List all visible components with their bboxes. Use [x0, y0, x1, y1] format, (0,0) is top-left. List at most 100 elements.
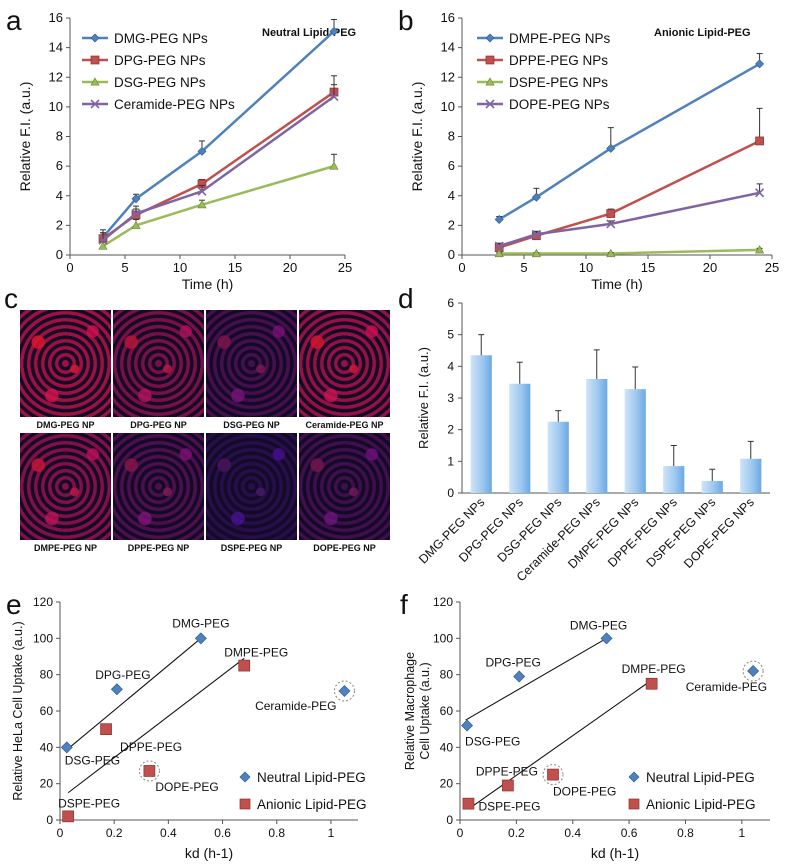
- legend-label: Anionic Lipid-PEG: [257, 797, 367, 812]
- legend-label: Neutral Lipid-PEG: [646, 770, 755, 785]
- y-tick-label: 8: [448, 129, 455, 144]
- y-tick-label: 0: [446, 813, 453, 827]
- y-tick-label: 80: [40, 668, 54, 682]
- bar-DSG-PEG NPs: [547, 421, 569, 493]
- data-point-DSG-PEG NPs: [197, 199, 207, 209]
- legend-marker: [90, 77, 100, 86]
- x-tick-label: 25: [765, 260, 779, 275]
- y-axis-title: Relative HeLa Cell Uptake (a.u.): [11, 621, 25, 800]
- legend-label: DMPE-PEG NPs: [509, 31, 611, 46]
- data-point-DMPE-PEG NPs: [755, 59, 765, 69]
- panel-b: 0 2 4 6 8 10 12 14 16 0 5 10 15 20 25 Time (h) Relative …: [409, 10, 779, 292]
- y-tick-label: 6: [447, 296, 454, 310]
- data-point-Ceramide-PEG NPs: [329, 91, 339, 102]
- data-point-DSPE-PEG NPs: [606, 248, 616, 258]
- legend-label: Neutral Lipid-PEG: [257, 770, 366, 785]
- legend-label: DPPE-PEG NPs: [509, 53, 608, 68]
- point-label: DPPE-PEG: [476, 764, 538, 778]
- y-tick-label: 100: [433, 631, 453, 645]
- series-line-DMG-PEG NPs: [102, 30, 335, 239]
- data-point-Ceramide-PEG NPs: [131, 208, 141, 219]
- y-tick-label: 2: [447, 423, 454, 437]
- micrograph-caption: DPPE-PEG NP: [127, 543, 190, 553]
- legend-label: DMG-PEG NPs: [114, 31, 208, 46]
- x-tick-label: 0.8: [268, 826, 285, 840]
- y-tick-label: 120: [433, 595, 453, 609]
- y-tick-label: 20: [40, 777, 54, 791]
- highlight-circle: [742, 660, 764, 682]
- point-label: DPG-PEG: [95, 668, 150, 682]
- y-axis-title-line: Relative Macrophage: [403, 652, 417, 770]
- micrograph-DPPE-PEG NP: [113, 433, 204, 540]
- data-point-DPPE-PEG: [502, 779, 514, 792]
- micrograph-DPG-PEG NP: [113, 310, 204, 417]
- y-tick-label: 3: [447, 391, 454, 405]
- x-axis-title: Time (h): [591, 276, 643, 292]
- data-point-DPG-PEG: [513, 670, 526, 683]
- y-tick-label: 16: [49, 10, 63, 25]
- x-tick-label: 25: [338, 260, 352, 275]
- data-point-DPPE-PEG: [100, 723, 112, 736]
- y-tick-label: 6: [56, 158, 63, 173]
- x-tick-label: 0: [457, 826, 464, 840]
- data-point-DSPE-PEG NPs: [494, 248, 504, 258]
- x-tick-label: 20: [703, 260, 717, 275]
- point-label: DOPE-PEG: [155, 780, 218, 794]
- y-tick-label: 12: [441, 69, 455, 84]
- series-line-DSG-PEG NPs: [102, 164, 335, 248]
- legend-marker: [485, 99, 495, 109]
- legend-marker: [239, 798, 251, 810]
- x-tick-label: 0: [66, 260, 73, 275]
- legend-marker: [485, 77, 495, 86]
- micrograph-DSG-PEG NP: [206, 310, 297, 417]
- micrograph-caption: DPG-PEG NP: [130, 420, 187, 430]
- y-tick-label: 0: [448, 247, 455, 262]
- data-point-Ceramide-PEG: [747, 665, 760, 678]
- x-axis-title: Time (h): [182, 276, 234, 292]
- y-tick-label: 14: [441, 40, 455, 55]
- point-label: DPG-PEG: [486, 655, 541, 669]
- bar-Ceramide-PEG NPs: [586, 379, 608, 493]
- micrograph-caption: DOPE-PEG NP: [313, 543, 376, 553]
- data-point-DMPE-PEG NPs: [494, 214, 504, 224]
- category-label: DOPE-PEG NPs: [681, 495, 757, 571]
- data-point-DMPE-PEG: [238, 659, 251, 672]
- y-tick-label: 8: [56, 129, 63, 144]
- micrograph-caption: Ceramide-PEG NP: [305, 420, 384, 430]
- bar-DPG-PEG NPs: [509, 383, 531, 493]
- data-point-DMPE-PEG: [645, 677, 658, 690]
- bar-DOPE-PEG NPs: [740, 458, 762, 493]
- y-axis-title: Relative F.I. (a.u.): [409, 82, 425, 192]
- data-point-DOPE-PEG NPs: [531, 229, 541, 239]
- x-tick-label: 0.2: [508, 826, 525, 840]
- micrograph-caption: DMG-PEG NP: [36, 420, 95, 430]
- x-tick-label: 0.4: [160, 826, 177, 840]
- series-line-DSPE-PEG NPs: [499, 248, 760, 255]
- y-tick-label: 40: [440, 740, 454, 754]
- panel-letters: a b c d e f: [4, 5, 414, 620]
- x-tick-label: 0.4: [564, 826, 581, 840]
- data-point-Ceramide-PEG NPs: [98, 235, 108, 245]
- point-label: DPPE-PEG: [120, 740, 182, 754]
- point-label: DSPE-PEG: [478, 800, 540, 814]
- y-axis-title: Relative MacrophageCell Uptake (a.u.): [403, 652, 432, 770]
- panel-letter-b: b: [398, 5, 414, 36]
- x-axis-title: kd (h-1): [591, 845, 639, 861]
- panel-letter-e: e: [6, 589, 22, 620]
- category-label: DPPE-PEG NPs: [605, 495, 680, 570]
- legend-label: DSG-PEG NPs: [114, 75, 206, 90]
- data-point-DPPE-PEG NPs: [606, 209, 616, 218]
- chart-title: Neutral Lipid-PEG: [262, 27, 356, 39]
- y-tick-label: 20: [440, 777, 454, 791]
- legend-label: Ceramide-PEG NPs: [114, 97, 235, 112]
- highlight-circle: [138, 760, 160, 782]
- x-tick-label: 5: [520, 260, 527, 275]
- legend-marker: [628, 771, 640, 783]
- bar-DPPE-PEG NPs: [663, 466, 685, 493]
- x-tick-label: 15: [641, 260, 655, 275]
- y-tick-label: 80: [440, 668, 454, 682]
- micrograph-DOPE-PEG NP: [299, 433, 390, 540]
- point-label: DSG-PEG: [465, 735, 520, 749]
- series-line-DPPE-PEG NPs: [498, 139, 761, 249]
- legend-marker: [239, 771, 251, 783]
